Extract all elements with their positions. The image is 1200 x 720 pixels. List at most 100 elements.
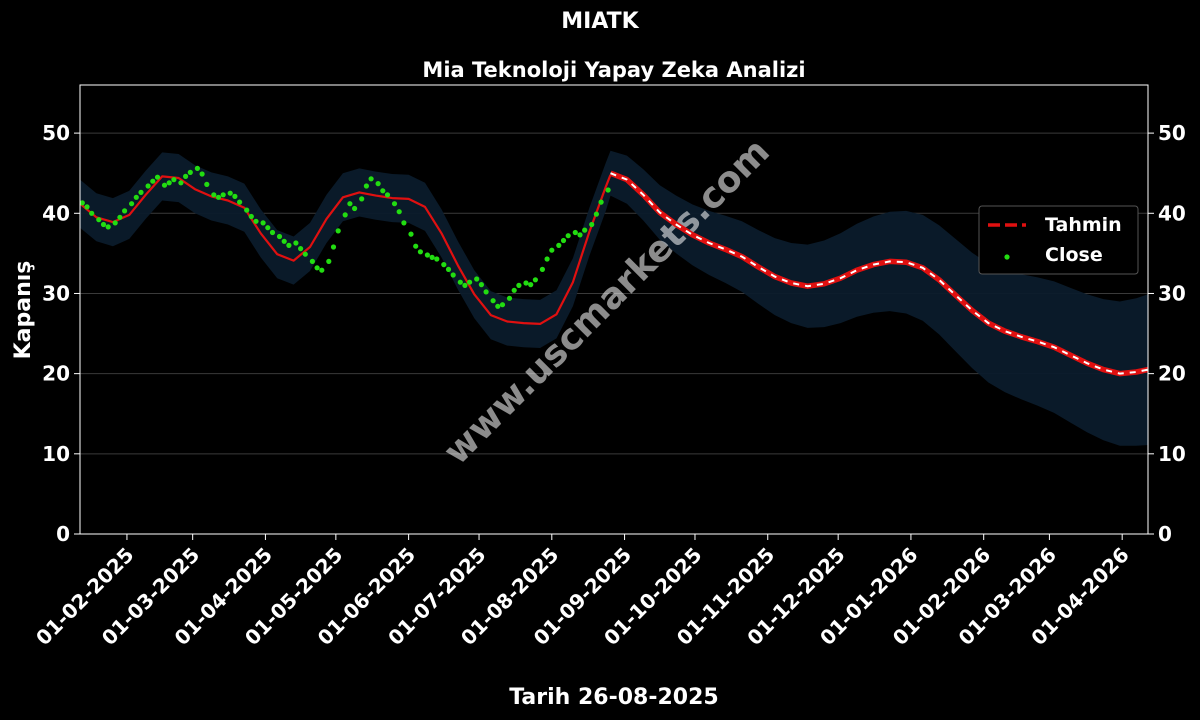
close-point — [593, 211, 600, 217]
legend-close-swatch — [1004, 254, 1010, 260]
close-point — [171, 177, 177, 183]
close-point — [380, 188, 386, 194]
close-point — [161, 182, 168, 188]
close-point — [368, 176, 374, 182]
close-point — [100, 221, 107, 228]
close-point — [84, 204, 90, 210]
close-point — [605, 187, 611, 193]
close-point — [523, 280, 529, 286]
close-point — [582, 227, 588, 233]
close-point — [145, 183, 151, 189]
close-point — [462, 282, 468, 288]
close-point — [330, 244, 337, 250]
tahmin-line — [79, 174, 612, 325]
band-layer — [80, 150, 1148, 446]
close-point — [478, 282, 484, 288]
close-point — [138, 189, 144, 195]
close-point — [281, 238, 287, 244]
close-point — [133, 194, 139, 200]
y-tick-label: 50 — [42, 121, 70, 145]
close-point — [129, 201, 135, 207]
close-point — [253, 218, 259, 224]
close-point — [528, 282, 534, 288]
close-point — [112, 220, 118, 226]
close-point — [96, 217, 102, 223]
close-point — [183, 173, 189, 179]
y-axis-right: 0 10 20 30 40 50 — [1148, 121, 1186, 546]
close-point — [335, 228, 341, 234]
close-point — [363, 183, 369, 189]
close-point — [359, 196, 365, 202]
close-point — [572, 229, 578, 236]
close-point — [150, 178, 156, 184]
close-point — [187, 169, 193, 175]
close-point — [248, 213, 254, 220]
close-point — [556, 242, 562, 248]
legend: Tahmin Close — [978, 205, 1139, 275]
close-point — [401, 220, 407, 226]
close-point — [293, 240, 299, 246]
y-axis-left: 0 10 20 30 40 50 — [42, 121, 80, 546]
close-point — [445, 266, 452, 272]
close-point — [220, 192, 226, 198]
close-point — [499, 302, 506, 308]
close-point — [408, 231, 414, 237]
y-tick-label-right: 50 — [1158, 121, 1186, 145]
close-point — [269, 229, 276, 236]
close-point — [560, 237, 567, 244]
y-tick-label-right: 0 — [1158, 522, 1172, 546]
close-point — [434, 256, 440, 262]
close-point — [215, 194, 222, 200]
close-point — [89, 210, 95, 216]
close-point — [194, 165, 200, 171]
close-point — [467, 279, 473, 285]
close-point — [260, 220, 266, 226]
legend-box — [978, 205, 1139, 275]
close-point — [326, 258, 332, 264]
close-point — [227, 190, 233, 196]
x-axis-label: Tarih 26-08-2025 — [509, 685, 718, 710]
legend-tahmin-label: Tahmin — [1045, 214, 1122, 236]
close-point — [298, 246, 304, 252]
close-point — [342, 212, 348, 218]
close-point — [199, 171, 205, 177]
close-point — [565, 233, 571, 239]
y-tick-label: 10 — [42, 442, 70, 466]
close-point — [204, 181, 210, 187]
plot-frame — [79, 84, 1149, 535]
y-tick-label: 0 — [56, 522, 70, 546]
close-point — [457, 279, 463, 285]
y-tick-label: 30 — [42, 281, 70, 305]
close-point — [539, 266, 546, 272]
close-point — [417, 249, 423, 255]
close-point — [589, 221, 595, 228]
chart-title: MIATK — [561, 9, 639, 34]
close-point — [211, 192, 217, 198]
close-point — [474, 276, 480, 282]
close-point — [178, 180, 184, 186]
close-point — [375, 181, 381, 187]
legend-close-label: Close — [1045, 244, 1103, 266]
close-point — [309, 258, 315, 264]
close-point — [286, 242, 292, 248]
close-point — [577, 232, 583, 238]
close-point — [391, 201, 398, 207]
close-point — [441, 262, 447, 268]
close-point — [319, 267, 325, 273]
close-point — [506, 295, 513, 301]
close-point — [413, 243, 419, 249]
close-point — [511, 287, 517, 293]
close-point — [244, 207, 250, 213]
y-tick-label-right: 40 — [1158, 201, 1186, 225]
y-tick-label-right: 30 — [1158, 281, 1186, 305]
close-point — [347, 201, 353, 207]
close-point — [166, 180, 172, 186]
close-point — [549, 247, 555, 253]
close-point — [495, 303, 501, 309]
close-point — [429, 254, 435, 260]
y-tick-label-right: 20 — [1158, 362, 1186, 386]
close-point — [450, 272, 456, 278]
chart-subtitle: Mia Teknoloji Yapay Zeka Analizi — [422, 58, 805, 82]
close-point — [314, 265, 320, 271]
